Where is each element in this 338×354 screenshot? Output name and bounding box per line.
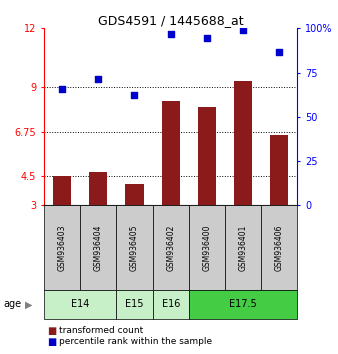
Bar [152,290,189,319]
Text: GSM936403: GSM936403 [57,224,67,271]
Bar [225,205,261,290]
Bar [116,205,152,290]
Point [168,32,173,37]
Text: GSM936400: GSM936400 [202,224,211,271]
Text: age: age [3,299,22,309]
Text: E16: E16 [162,299,180,309]
Bar [125,184,144,205]
Text: ▶: ▶ [25,299,32,309]
Bar [80,205,116,290]
Text: E14: E14 [71,299,89,309]
Bar [116,290,152,319]
Text: transformed count: transformed count [59,326,143,335]
Bar [261,205,297,290]
Text: E17.5: E17.5 [229,299,257,309]
Bar [44,205,80,290]
Bar [189,290,297,319]
Bar [270,135,288,205]
Bar [189,205,225,290]
Point [276,49,282,55]
Point [240,28,246,33]
Title: GDS4591 / 1445688_at: GDS4591 / 1445688_at [98,14,243,27]
Point [96,76,101,82]
Bar [53,176,71,205]
Text: GSM936406: GSM936406 [275,224,284,271]
Bar [198,107,216,205]
Bar [89,172,107,205]
Point [204,35,210,41]
Text: GSM936404: GSM936404 [94,224,103,271]
Bar [152,205,189,290]
Point [132,92,137,98]
Bar [44,290,116,319]
Text: ■: ■ [47,326,56,336]
Text: percentile rank within the sample: percentile rank within the sample [59,337,212,346]
Text: E15: E15 [125,299,144,309]
Point [59,86,65,92]
Bar [234,81,252,205]
Text: GSM936402: GSM936402 [166,224,175,271]
Text: GSM936401: GSM936401 [239,224,248,271]
Text: GSM936405: GSM936405 [130,224,139,271]
Bar [162,101,180,205]
Text: ■: ■ [47,337,56,347]
